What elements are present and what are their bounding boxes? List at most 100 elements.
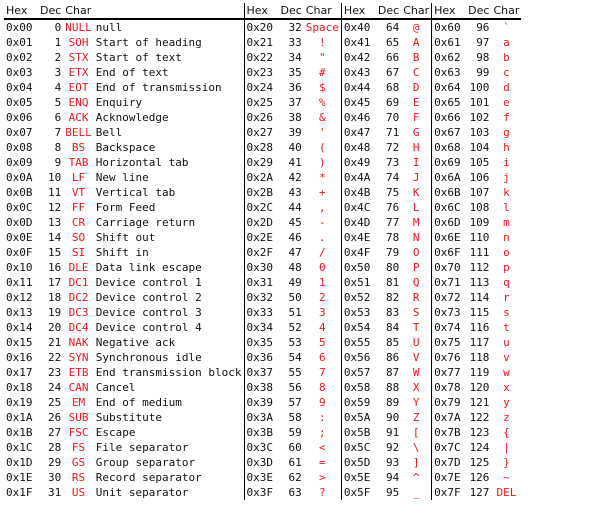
hex-cell: 0x70 (431, 260, 467, 275)
char-cell: G (412, 126, 420, 139)
hex-cell: 0x4C (340, 200, 376, 215)
table-row: 0x19 25 EM End of medium 0x39 57 9 0x59 89 Y 0x79 1… (4, 395, 521, 410)
table-row: 0x1F 31 US Unit separator 0x3F 63? 0x5F 95 _ 0x7F… (4, 485, 521, 500)
char-cell: ` (503, 21, 510, 34)
control-desc-cell: Start of text (95, 51, 182, 64)
hex-cell: 0x7F (431, 485, 467, 500)
dec-cell: 96 (476, 21, 490, 34)
hex-cell: 0x6A (431, 170, 467, 185)
dec-cell: 76 (385, 201, 400, 214)
hex-cell: 0x6C (431, 200, 467, 215)
hex-cell: 0x1B (6, 426, 33, 439)
hex-cell: 0x55 (340, 335, 376, 350)
dec-cell: 66 (385, 51, 400, 64)
hex-cell: 0x76 (431, 350, 467, 365)
dec-cell: 54 (288, 351, 302, 364)
control-desc-cell: Unit separator (95, 486, 189, 499)
hex-cell: 0x30 (243, 260, 279, 275)
hex-cell: 0x1F (6, 486, 33, 499)
hex-cell: 0x14 (6, 321, 33, 334)
dec-cell: 35 (288, 66, 302, 79)
hex-cell: 0x4D (340, 215, 376, 230)
dec-cell: 22 (48, 351, 62, 364)
dec-cell: 45 (288, 216, 302, 229)
control-desc-cell: End of text (95, 66, 169, 79)
hex-cell: 0x5D (340, 455, 376, 470)
char-cell: 9 (319, 396, 326, 409)
char-cell: + (319, 186, 326, 199)
dec-cell: 117 (469, 336, 490, 349)
dec-cell: 5 (54, 96, 62, 109)
table-row: 0x08 8 BS Backspace 0x28 40 (0x48 72 H 0x68 104 h (4, 140, 521, 155)
dec-cell: 56 (288, 381, 302, 394)
char-cell: x (503, 381, 510, 394)
dec-cell: 38 (288, 111, 302, 124)
hex-cell: 0x71 (431, 275, 467, 290)
dec-cell: 62 (288, 471, 302, 484)
dec-cell: 13 (48, 216, 62, 229)
hex-cell: 0x5A (340, 410, 376, 425)
dec-cell: 71 (385, 126, 400, 139)
char-cell: 3 (319, 306, 326, 319)
hex-cell: 0x45 (340, 95, 376, 110)
char-cell: d (503, 81, 510, 94)
dec-cell: 21 (48, 336, 62, 349)
dec-cell: 20 (48, 321, 62, 334)
control-abbr-cell: TAB (68, 156, 89, 169)
dec-cell: 44 (288, 201, 302, 214)
dec-cell: 81 (385, 276, 400, 289)
dec-cell: 124 (469, 441, 490, 454)
hex-cell: 0x75 (431, 335, 467, 350)
char-cell: 1 (319, 276, 326, 289)
dec-cell: 73 (385, 156, 400, 169)
dec-cell: 108 (469, 201, 490, 214)
dec-cell: 94 (385, 471, 400, 484)
control-abbr-cell: NAK (68, 336, 89, 349)
char-cell: w (503, 366, 510, 379)
dec-cell: 58 (288, 411, 302, 424)
control-desc-cell: Device control 3 (95, 306, 202, 319)
header-hex: Hex (243, 3, 279, 20)
hex-cell: 0x22 (243, 50, 279, 65)
control-abbr-cell: EOT (68, 81, 89, 94)
hex-cell: 0x4F (340, 245, 376, 260)
hex-cell: 0x05 (6, 96, 33, 109)
char-cell: A (412, 36, 420, 49)
hex-cell: 0x67 (431, 125, 467, 140)
hex-cell: 0x2A (243, 170, 279, 185)
hex-cell: 0x72 (431, 290, 467, 305)
hex-cell: 0x38 (243, 380, 279, 395)
char-cell: c (503, 66, 510, 79)
hex-cell: 0x56 (340, 350, 376, 365)
table-row: 0x18 24 CAN Cancel 0x38 56 8 0x58 88 X 0x78 120 x (4, 380, 521, 395)
char-cell: a (503, 36, 510, 49)
dec-cell: 64 (385, 21, 400, 34)
char-cell: L (412, 201, 420, 214)
control-desc-cell: Substitute (95, 411, 163, 424)
dec-cell: 4 (54, 81, 62, 94)
char-cell: s (503, 306, 510, 319)
char-cell: \ (412, 441, 420, 454)
dec-cell: 101 (469, 96, 490, 109)
hex-cell: 0x44 (340, 80, 376, 95)
char-cell: < (319, 441, 326, 454)
hex-cell: 0x17 (6, 366, 33, 379)
char-cell: $ (319, 81, 326, 94)
hex-cell: 0x53 (340, 305, 376, 320)
char-cell: > (319, 471, 326, 484)
table-row: 0x10 16 DLE Data link escape 0x30 48 0 0x50 80 P 0… (4, 260, 521, 275)
hex-cell: 0x3B (243, 425, 279, 440)
dec-cell: 67 (385, 66, 400, 79)
table-row: 0x00 0 NULL null 0x20 32 Space 0x40 64 @0x60 96 ` (4, 19, 521, 35)
hex-cell: 0x48 (340, 140, 376, 155)
hex-cell: 0x34 (243, 320, 279, 335)
char-cell: Z (412, 411, 420, 424)
hex-cell: 0x5E (340, 470, 376, 485)
dec-cell: 89 (385, 396, 400, 409)
control-desc-cell: Device control 2 (95, 291, 202, 304)
dec-cell: 106 (469, 171, 490, 184)
dec-cell: 74 (385, 171, 400, 184)
table-row: 0x1C 28 FS File separator 0x3C 60 <0x5C 92 \ 0x7C… (4, 440, 521, 455)
dec-cell: 111 (469, 246, 490, 259)
char-cell: v (503, 351, 510, 364)
